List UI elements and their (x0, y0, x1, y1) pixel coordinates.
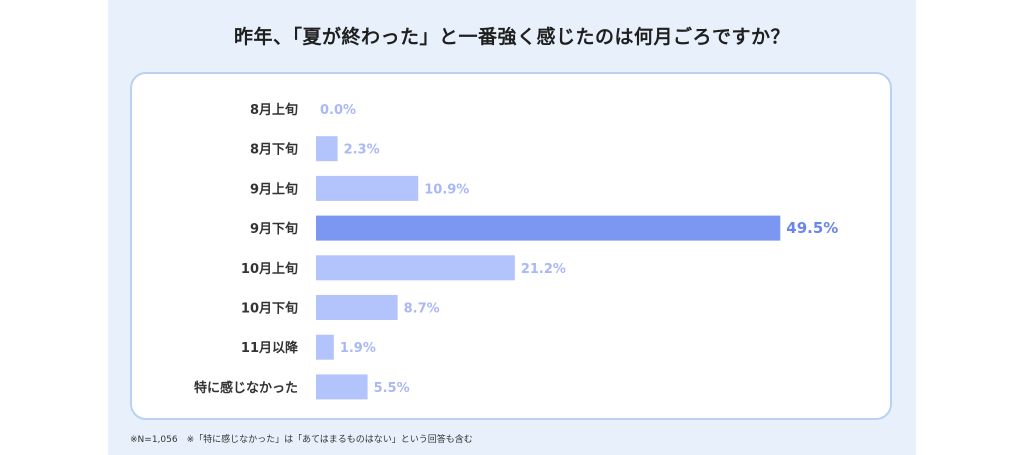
category-label: 10月下旬 (241, 301, 298, 317)
category-label: 8月上旬 (250, 102, 298, 118)
bar (316, 136, 338, 162)
category-label: 8月下旬 (250, 142, 298, 158)
category-label: 11月以降 (241, 340, 299, 356)
bar (316, 255, 515, 281)
value-label: 10.9% (424, 182, 469, 197)
bar (316, 175, 419, 201)
bar (316, 374, 368, 400)
value-label: 2.3% (344, 143, 380, 158)
value-label: 21.2% (521, 262, 566, 277)
value-label: 0.0% (320, 103, 356, 118)
value-label: 49.5% (786, 219, 838, 237)
chart-card (130, 72, 892, 420)
category-label: 特に感じなかった (194, 380, 298, 396)
value-label: 8.7% (404, 302, 440, 317)
category-label: 9月下旬 (250, 221, 298, 237)
bar (316, 295, 398, 320)
value-label: 1.9% (340, 341, 376, 356)
category-label: 10月上旬 (241, 261, 298, 277)
bar (316, 334, 334, 360)
category-label: 9月上旬 (250, 181, 298, 197)
chart-title: 昨年、「夏が終わった」と一番強く感じたのは何月ごろですか？ (233, 26, 790, 48)
bar (316, 215, 781, 241)
footnote: ※N=1,056 ※「特に感じなかった」は「あてはまるものはない」という回答も含… (130, 435, 473, 445)
value-label: 5.5% (374, 381, 410, 396)
